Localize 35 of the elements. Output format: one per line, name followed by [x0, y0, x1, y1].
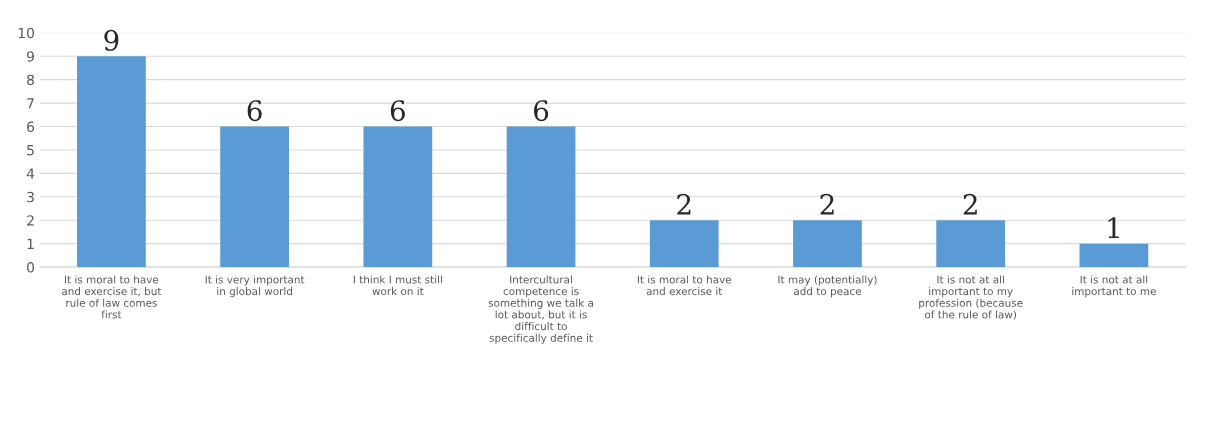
bar: [793, 220, 862, 268]
bar: [649, 220, 719, 268]
bar: [1079, 243, 1149, 268]
data-label: 9: [104, 29, 119, 51]
y-tick-label: 10: [18, 27, 35, 39]
data-label: 2: [677, 193, 691, 215]
y-tick-label: 9: [26, 51, 34, 62]
bar: [77, 56, 146, 268]
y-tick-label: 1: [27, 238, 34, 249]
data-label: 6: [390, 100, 405, 122]
y-tick-label: 5: [27, 145, 34, 156]
bar: [506, 126, 576, 268]
y-tick-label: 0: [27, 262, 35, 273]
data-label: 6: [534, 100, 549, 122]
data-label: 1: [1108, 217, 1119, 238]
bar: [936, 220, 1006, 268]
x-tick-label: Intercultural competence is something we talk a lot about, but it is difficult to specifically define it: [488, 275, 593, 344]
x-tick-label: It may (potentially) add to peace: [778, 275, 877, 298]
x-tick-label: It is not at all important to me: [1072, 275, 1156, 298]
y-tick-label: 8: [27, 74, 34, 86]
data-label: 2: [820, 193, 834, 215]
data-label: 6: [247, 100, 262, 122]
x-tick-label: It is very important in global world: [205, 275, 305, 298]
x-tick-label: It is moral to have and exercise it: [637, 275, 732, 296]
x-tick-label: I think I must still work on it: [353, 275, 442, 296]
data-label: 2: [963, 193, 977, 215]
x-tick-label: It is not at all important to my profession (because of the rule of law): [919, 275, 1023, 320]
y-tick-label: 4: [26, 168, 35, 179]
y-tick-label: 2: [27, 215, 34, 226]
bar: [220, 126, 289, 268]
y-tick-label: 7: [27, 98, 34, 109]
y-tick-label: 6: [27, 121, 35, 132]
bar: [363, 126, 433, 268]
y-tick-label: 3: [27, 191, 34, 203]
x-tick-label: It is moral to have and exercise it, but rule of law comes first: [61, 275, 162, 319]
